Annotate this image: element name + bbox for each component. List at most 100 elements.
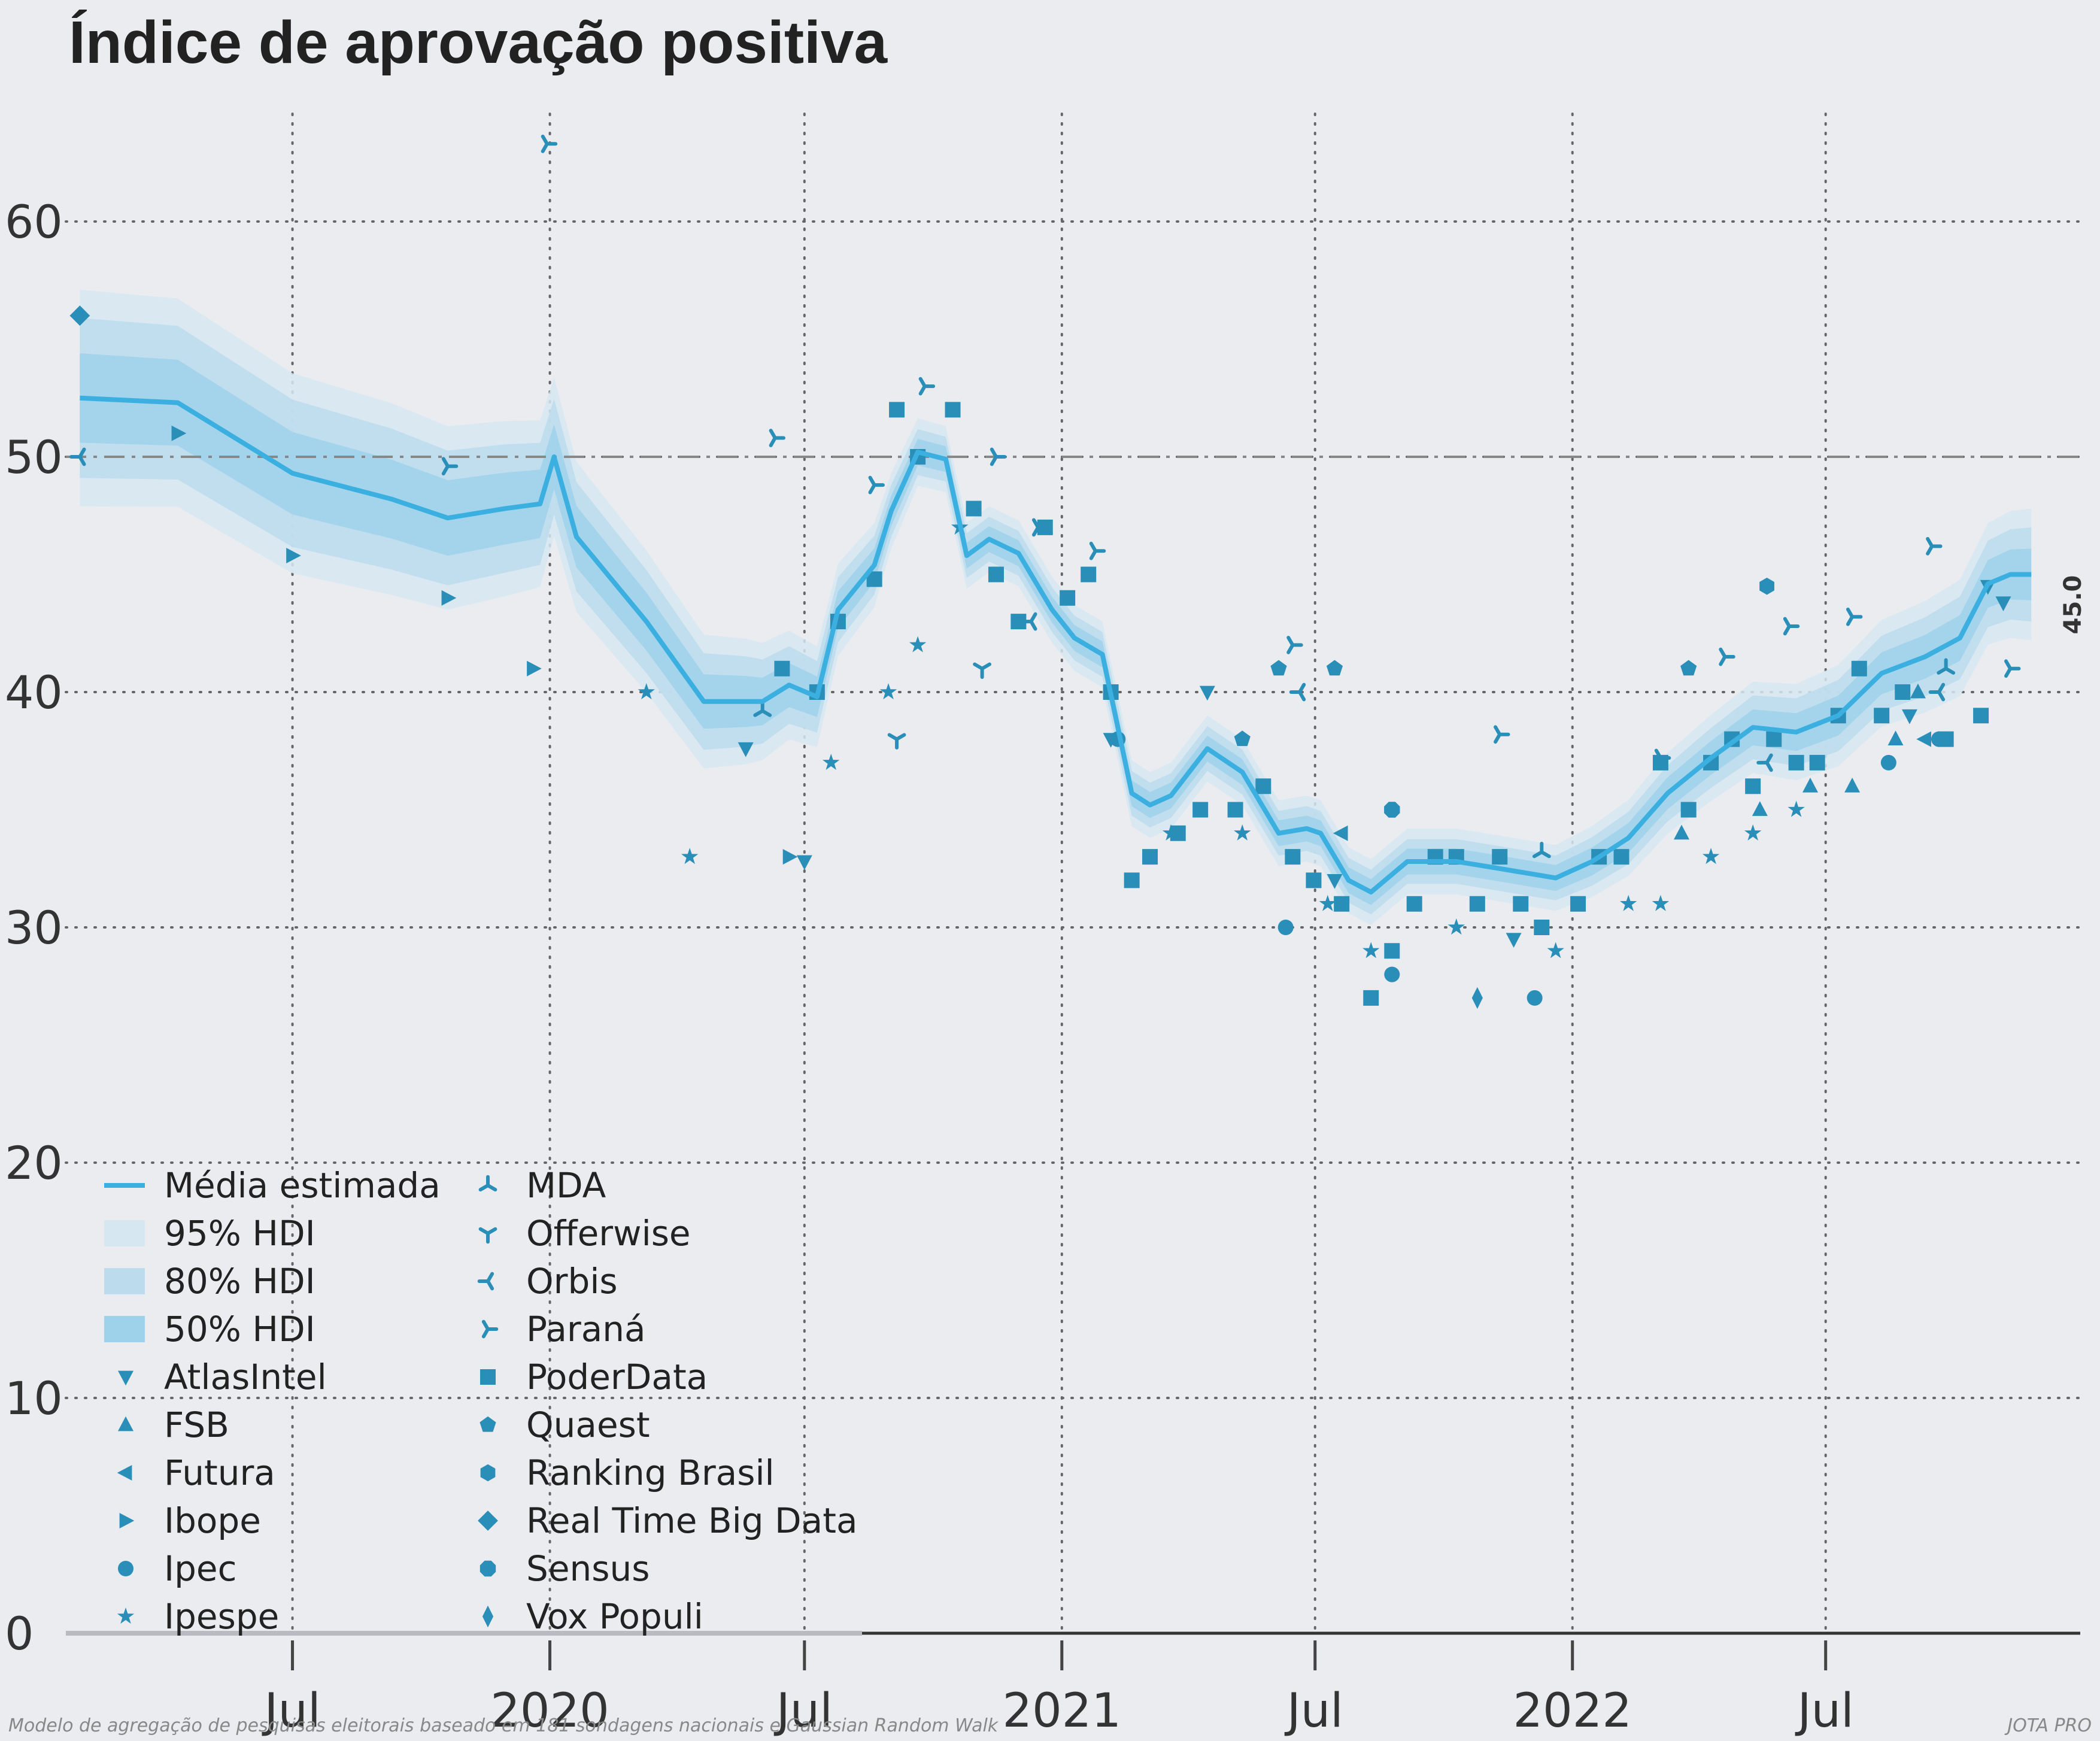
- tick-labels: 0 10 20 30 40 50 60 Jul 2020 Jul 2021 Jul 2022 Jul: [5, 195, 1854, 1738]
- quaest-poll-marker: [1270, 660, 1287, 676]
- ipespe-poll-marker: [1652, 894, 1670, 911]
- legend-label: Média estimada: [164, 1165, 441, 1206]
- paran--poll-marker: [1494, 725, 1510, 744]
- poderdata-poll-marker: [1652, 754, 1668, 771]
- poderdata-poll-marker: [1874, 708, 1890, 724]
- poderdata-poll-marker: [1142, 849, 1158, 865]
- paran--poll-marker: [2004, 659, 2021, 678]
- poll-markers: [69, 134, 2021, 1009]
- poderdata-poll-marker: [1334, 896, 1350, 912]
- paran--poll-marker: [918, 377, 936, 396]
- legend-label: 95% HDI: [164, 1213, 315, 1254]
- ipespe-poll-marker: [638, 683, 655, 700]
- orbis-poll-marker: [1756, 753, 1773, 772]
- ipec-poll-marker: [1880, 754, 1896, 771]
- y-tick-label: 40: [5, 666, 63, 719]
- poderdata-poll-marker: [1384, 943, 1400, 959]
- atlasintel-poll-marker: [1199, 686, 1215, 701]
- atlasintel-poll-marker: [1901, 709, 1917, 724]
- legend-marker: [118, 1370, 133, 1386]
- end-value-label: 45.0: [2059, 575, 2087, 635]
- poderdata-poll-marker: [1060, 590, 1076, 606]
- poderdata-poll-marker: [1170, 825, 1186, 841]
- poderdata-poll-marker: [966, 501, 982, 517]
- paran--poll-marker: [868, 475, 885, 495]
- x-tick-label: Jul: [1795, 1684, 1854, 1738]
- offerwise-poll-marker: [973, 662, 991, 679]
- ipespe-poll-marker: [1744, 824, 1762, 841]
- poderdata-poll-marker: [1788, 754, 1804, 771]
- fsb-poll-marker: [1887, 730, 1904, 745]
- orbis-poll-marker: [1928, 683, 1946, 702]
- poderdata-poll-marker: [889, 402, 905, 418]
- legend-item: 50% HDI: [104, 1309, 315, 1349]
- mda-poll-marker: [1937, 658, 1956, 675]
- y-tick-label: 20: [5, 1136, 63, 1190]
- x-tick-label: Jul: [262, 1684, 321, 1738]
- quaest-poll-marker: [1234, 730, 1251, 747]
- footnote-right: JOTA PRO: [2004, 1715, 2092, 1736]
- atlasintel-poll-marker: [1327, 874, 1343, 889]
- legend-marker: [478, 1175, 497, 1192]
- legend-label: FSB: [164, 1405, 229, 1445]
- legend-marker: [480, 1560, 496, 1577]
- paran--poll-marker: [1286, 636, 1303, 654]
- footnote-left: Modelo de agregação de pesquisas eleitor…: [8, 1715, 999, 1736]
- legend-swatch-band: [104, 1316, 145, 1342]
- x-tick-label: 2021: [1003, 1684, 1122, 1738]
- poderdata-poll-marker: [1938, 731, 1954, 747]
- poderdata-poll-marker: [1570, 896, 1586, 912]
- atlasintel-poll-marker: [1506, 933, 1522, 948]
- ipec-poll-marker: [1277, 920, 1294, 935]
- legend-item: PoderData: [480, 1357, 708, 1397]
- legend-item: Futura: [117, 1452, 275, 1493]
- poderdata-poll-marker: [1255, 778, 1271, 794]
- poderdata-poll-marker: [1613, 849, 1629, 865]
- poderdata-poll-marker: [1010, 614, 1027, 630]
- poderdata-poll-marker: [1469, 896, 1485, 912]
- legend-marker: [480, 1416, 496, 1432]
- poderdata-poll-marker: [1285, 849, 1301, 865]
- paran--poll-marker: [1089, 541, 1106, 560]
- y-tick-label: 60: [5, 195, 63, 248]
- hdi-bands: [80, 289, 2032, 926]
- legend-item: AtlasIntel: [118, 1357, 327, 1397]
- legend-label: Vox Populi: [526, 1596, 703, 1637]
- paran--poll-marker: [1719, 647, 1735, 666]
- poderdata-poll-marker: [1513, 896, 1529, 912]
- legend-label: Orbis: [526, 1261, 618, 1302]
- legend-marker: [118, 1561, 133, 1576]
- poderdata-poll-marker: [1124, 872, 1140, 888]
- legend-label: PoderData: [526, 1357, 708, 1397]
- legend-item: Ibope: [119, 1500, 261, 1541]
- ipespe-poll-marker: [1788, 800, 1805, 817]
- legend-marker: [117, 1465, 132, 1481]
- legend-item: FSB: [118, 1405, 229, 1445]
- futura-poll-marker: [1916, 731, 1932, 747]
- ibope-poll-marker: [171, 425, 187, 441]
- quaest-poll-marker: [1326, 660, 1343, 676]
- legend-item: Ipec: [118, 1548, 237, 1589]
- legend-label: Ranking Brasil: [526, 1452, 775, 1493]
- mda-poll-marker: [1532, 841, 1551, 859]
- legend-label: MDA: [526, 1165, 606, 1206]
- legend-label: Futura: [164, 1452, 275, 1493]
- legend-marker: [480, 1464, 496, 1482]
- ibope-poll-marker: [441, 590, 457, 606]
- legend-item: Offerwise: [478, 1213, 691, 1254]
- legend-item: Quaest: [480, 1405, 650, 1445]
- poderdata-poll-marker: [1745, 778, 1761, 794]
- orbis-poll-marker: [1289, 683, 1306, 702]
- poderdata-poll-marker: [1895, 684, 1911, 700]
- legend-item: 80% HDI: [104, 1261, 315, 1302]
- y-tick-label: 10: [5, 1372, 63, 1425]
- paran--poll-marker: [1846, 607, 1863, 626]
- poderdata-poll-marker: [1534, 920, 1550, 935]
- poderdata-poll-marker: [1192, 802, 1209, 818]
- band-2: [80, 353, 2032, 905]
- ipespe-poll-marker: [1447, 918, 1465, 935]
- legend-item: MDA: [478, 1165, 606, 1206]
- legend-item: Real Time Big Data: [478, 1500, 858, 1541]
- poderdata-poll-marker: [774, 660, 790, 677]
- x-tick-label: Jul: [1284, 1684, 1343, 1738]
